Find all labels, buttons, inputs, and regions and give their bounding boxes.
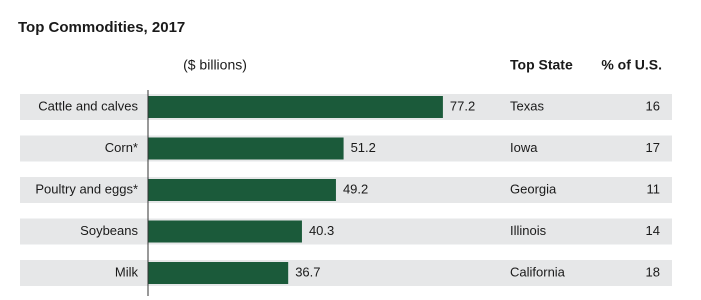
category-label: Poultry and eggs* (35, 181, 138, 196)
bar (148, 262, 289, 284)
bar (148, 96, 443, 118)
top-state: Illinois (510, 223, 547, 238)
value-label: 40.3 (309, 223, 334, 238)
category-label: Milk (115, 264, 139, 279)
value-label: 77.2 (450, 98, 475, 113)
bar (148, 137, 344, 160)
percent-of-us: 17 (646, 140, 660, 155)
column-header: % of U.S. (601, 57, 662, 73)
category-label: Cattle and calves (38, 98, 138, 113)
column-header: Top State (510, 57, 573, 73)
value-label: 36.7 (295, 264, 320, 279)
percent-of-us: 14 (646, 223, 660, 238)
bar (148, 220, 302, 243)
value-label: 51.2 (351, 140, 376, 155)
top-state: Georgia (510, 181, 557, 196)
row-band (20, 218, 672, 245)
percent-of-us: 18 (646, 264, 660, 279)
top-state: Iowa (510, 140, 538, 155)
row-band (20, 260, 672, 286)
top-state: California (510, 264, 566, 279)
percent-of-us: 11 (647, 181, 661, 196)
bar (148, 179, 336, 201)
row-band (20, 177, 672, 203)
top-state: Texas (510, 98, 544, 113)
category-label: Corn* (105, 140, 138, 155)
percent-of-us: 16 (646, 98, 660, 113)
unit-label: ($ billions) (183, 57, 247, 73)
value-label: 49.2 (343, 181, 368, 196)
chart-title: Top Commodities, 2017 (18, 19, 185, 36)
row-band (20, 135, 672, 162)
category-label: Soybeans (80, 223, 138, 238)
rows: Cattle and calves 77.2 Texas 16 Corn* 51.2 Iow… (20, 94, 672, 286)
